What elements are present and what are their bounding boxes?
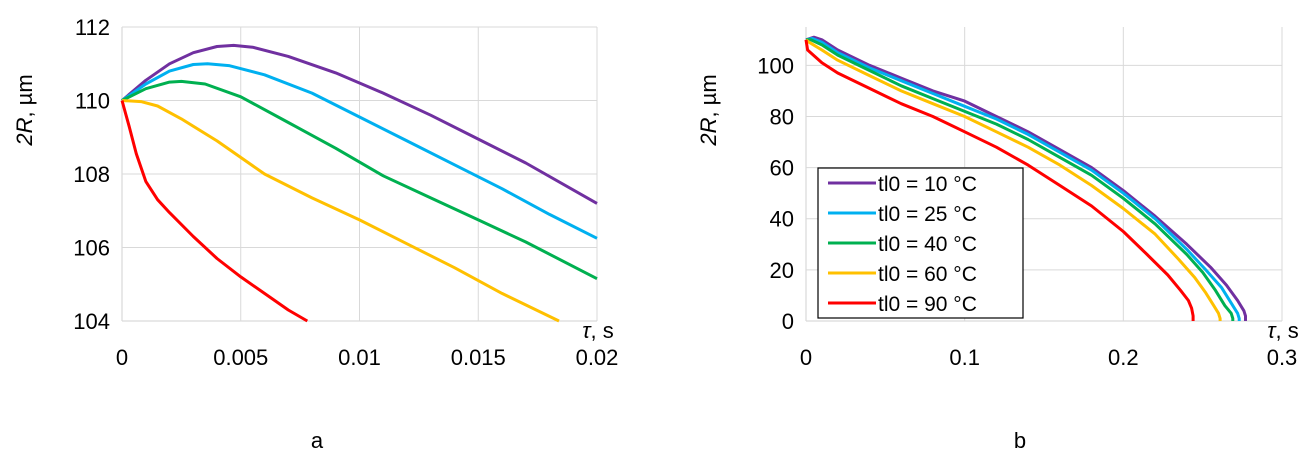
y-tick-label: 0 (782, 309, 794, 334)
x-tick-label: 0.005 (213, 345, 268, 370)
series-line-1 (805, 35, 1247, 321)
x-tick-label: 0 (116, 345, 128, 370)
x-axis-label: τ, s (1267, 318, 1298, 343)
y-tick-label: 110 (75, 89, 110, 114)
y-tick-label: 104 (73, 309, 110, 334)
x-axis-label: τ, s (582, 318, 613, 343)
series-line-5 (804, 39, 1195, 321)
x-tick-label: 0.3 (1267, 345, 1298, 370)
y-tick-label: 100 (757, 53, 794, 78)
x-tick-label: 0.2 (1108, 345, 1139, 370)
x-axis-label-unit: , s (1276, 318, 1299, 343)
legend-label-1: tl0 = 10 °C (878, 173, 977, 196)
x-tick-label: 0.02 (576, 345, 619, 370)
y-tick-label: 40 (770, 207, 794, 232)
series-line-5 (120, 100, 309, 323)
y-tick-label: 112 (75, 15, 110, 40)
series-line-1 (121, 43, 598, 205)
legend-label-3: tl0 = 40 °C (878, 233, 977, 256)
series-line-4 (121, 99, 560, 323)
y-tick-label: 108 (73, 162, 110, 187)
y-tick-label: 80 (770, 104, 794, 129)
legend-label-4: tl0 = 60 °C (878, 263, 977, 286)
x-axis-label-symbol: τ (582, 318, 592, 343)
y-axis-label-unit: , µm (696, 74, 721, 117)
series-line-3 (121, 79, 598, 281)
x-axis-label-symbol: τ (1267, 318, 1277, 343)
y-axis-label-symbol: 2R (12, 117, 37, 146)
series-line-2 (805, 37, 1241, 321)
chart-panel-b: 0 0.1 0.2 0.3 0 20 40 60 80 100 2R, µm τ, s b tl0 = 1… (696, 27, 1299, 453)
x-axis-label-unit: , s (591, 318, 614, 343)
y-axis-label-unit: , µm (12, 74, 37, 117)
legend-label-2: tl0 = 25 °C (878, 203, 977, 226)
x-tick-label: 0.015 (451, 345, 506, 370)
x-tick-label: 0 (800, 345, 812, 370)
series-line-2 (121, 62, 598, 240)
y-tick-label: 106 (73, 236, 110, 261)
series-line-4 (805, 38, 1222, 321)
panel-label: a (311, 428, 324, 453)
y-tick-label: 20 (770, 258, 794, 283)
legend-label-5: tl0 = 90 °C (878, 293, 977, 316)
x-tick-label: 0.01 (338, 345, 381, 370)
chart-legend: tl0 = 10 °C tl0 = 25 °C tl0 = 40 °C tl0 = 6… (817, 167, 1024, 319)
y-tick-label: 60 (770, 156, 794, 181)
series-line-3 (806, 38, 1235, 321)
y-axis-label-symbol: 2R (696, 117, 721, 146)
chart-panel-a: 0 0.005 0.01 0.015 0.02 104 106 108 110 112 2R, µm… (12, 15, 618, 453)
panel-label: b (1014, 428, 1026, 453)
x-tick-label: 0.1 (949, 345, 980, 370)
y-axis-label: 2R, µm (696, 74, 721, 146)
y-axis-label: 2R, µm (12, 74, 37, 146)
